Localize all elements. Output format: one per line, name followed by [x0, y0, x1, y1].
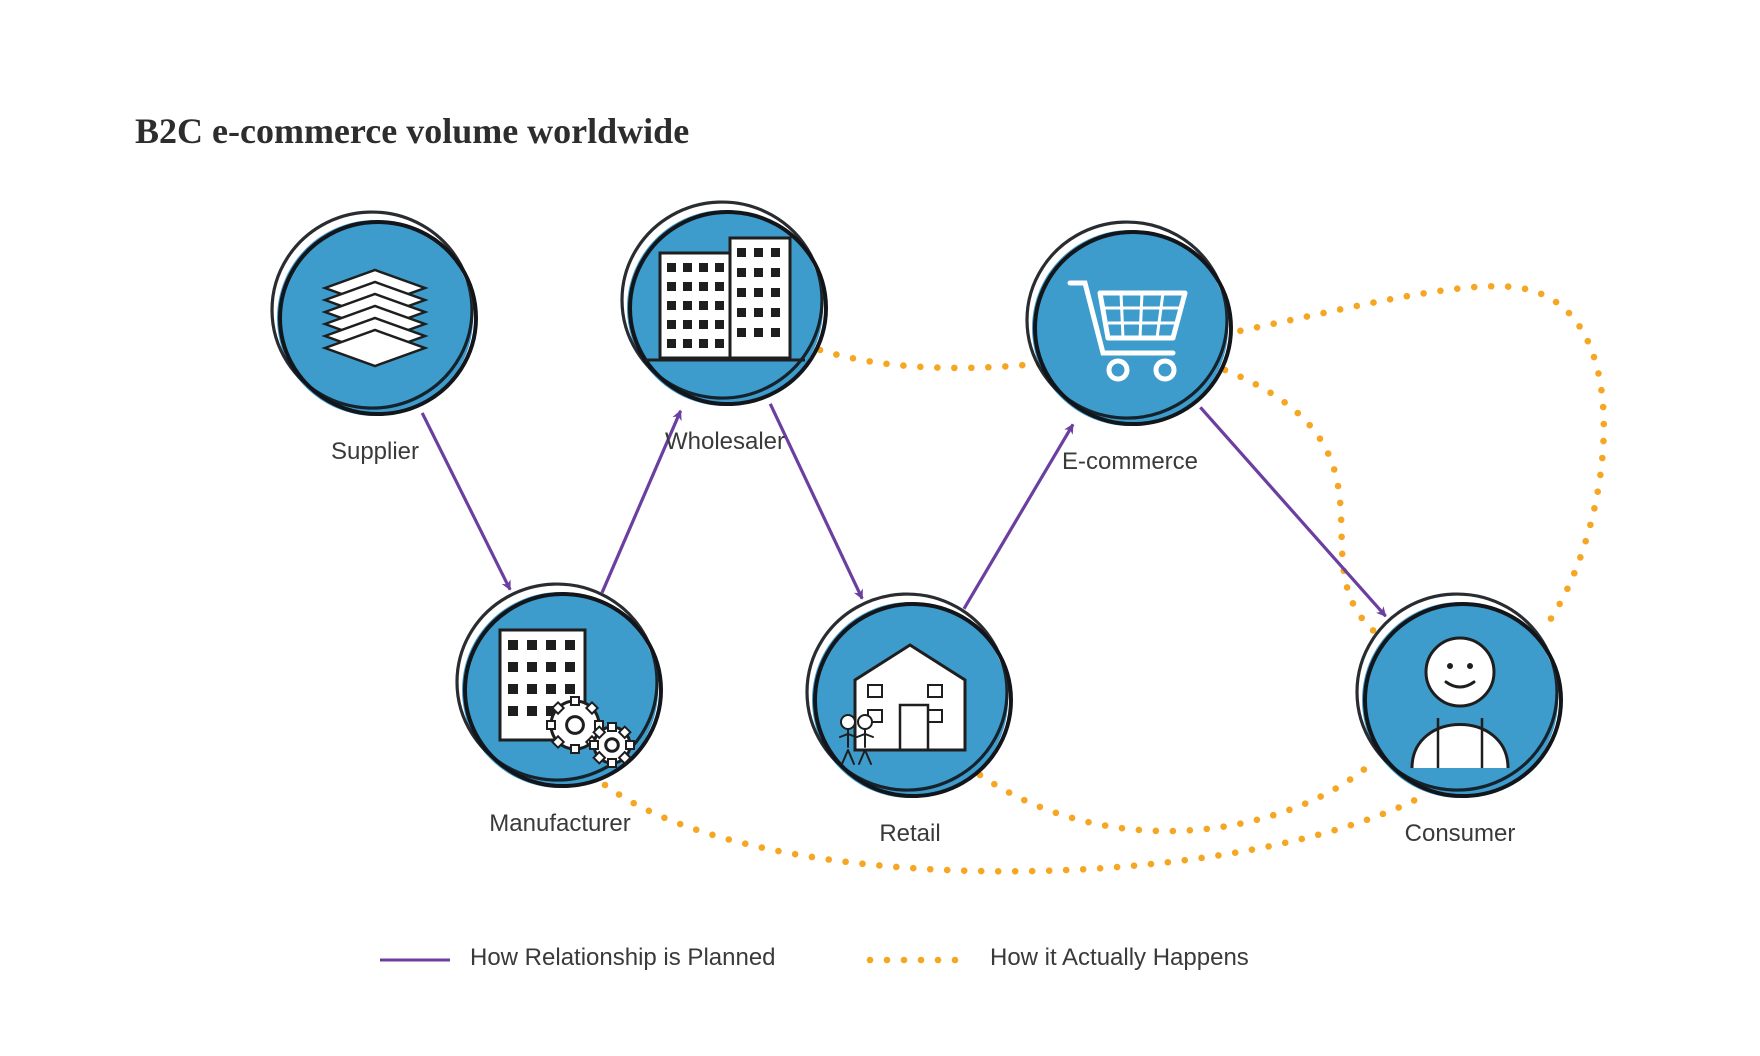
node-label-manufacturer: Manufacturer — [440, 810, 680, 838]
node-wholesaler — [622, 202, 826, 406]
node-label-retail: Retail — [790, 820, 1030, 848]
node-manufacturer — [457, 584, 661, 788]
diagram-canvas — [0, 0, 1760, 1056]
node-retail — [807, 594, 1011, 798]
legend-actual-label: How it Actually Happens — [990, 944, 1249, 972]
node-label-supplier: Supplier — [255, 438, 495, 466]
node-supplier — [272, 212, 476, 416]
node-ecommerce — [1027, 222, 1231, 426]
node-label-wholesaler: Wholesaler — [605, 428, 845, 456]
node-label-consumer: Consumer — [1340, 820, 1580, 848]
node-label-ecommerce: E-commerce — [1010, 448, 1250, 476]
page-title: B2C e-commerce volume worldwide — [135, 110, 689, 152]
node-consumer — [1357, 594, 1561, 798]
planned-edge-ecommerce-consumer — [1200, 407, 1385, 616]
legend-planned-label: How Relationship is Planned — [470, 944, 776, 972]
